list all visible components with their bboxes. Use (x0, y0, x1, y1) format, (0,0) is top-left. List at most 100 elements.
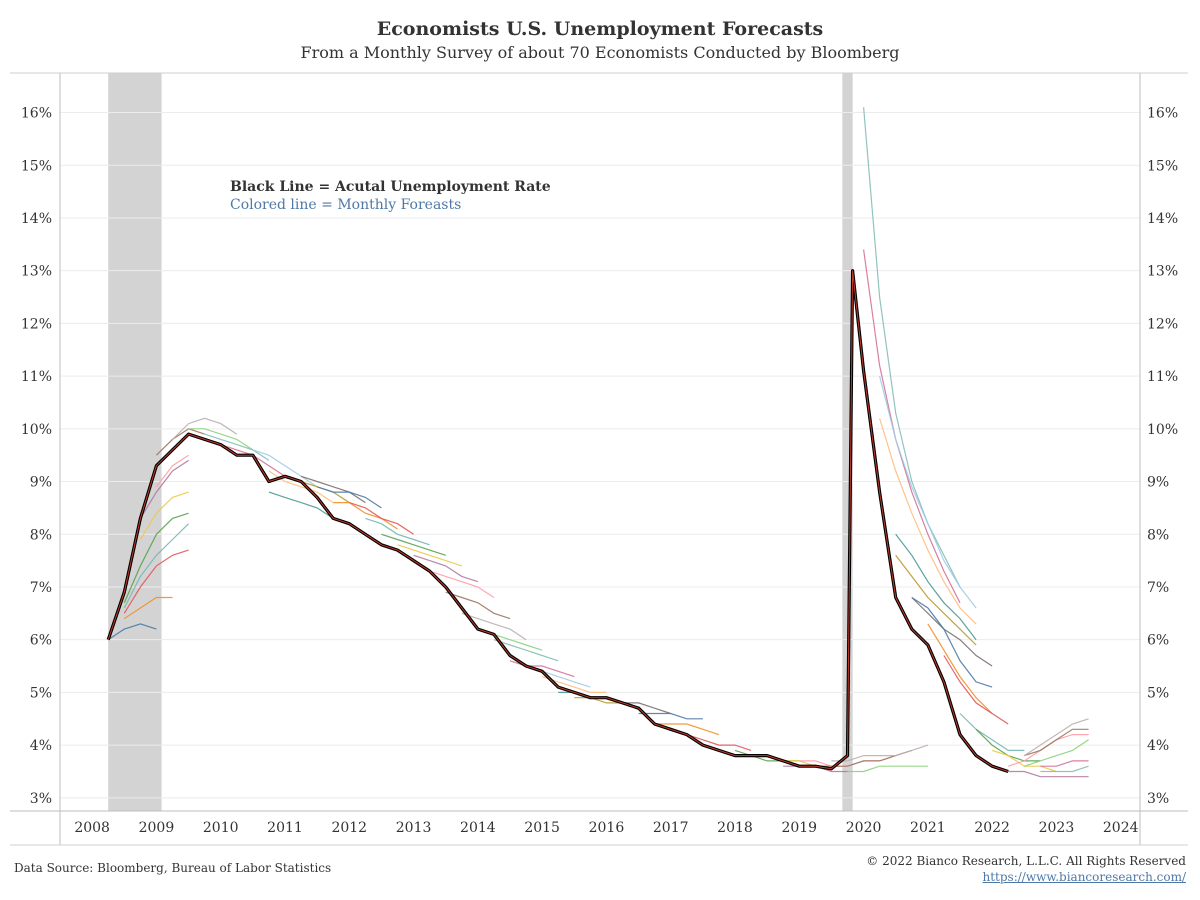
forecast-line-66 (1040, 760, 1089, 767)
x-tick-label: 2018 (717, 820, 753, 836)
y-tick-label-right: 15% (1147, 158, 1178, 174)
y-tick-label-right: 12% (1147, 316, 1178, 332)
y-tick-label-left: 4% (30, 738, 52, 754)
actual-unemployment-inner-line (107, 270, 1009, 772)
y-tick-label-right: 9% (1147, 475, 1169, 491)
y-tick-label-left: 5% (30, 685, 52, 701)
x-tick-label: 2011 (267, 820, 303, 836)
forecast-line-10 (188, 428, 254, 451)
forecast-line-9 (172, 417, 238, 440)
y-tick-label-left: 8% (30, 527, 52, 543)
forecast-line-11 (204, 433, 270, 461)
y-tick-label-right: 3% (1147, 791, 1169, 807)
legend-forecast-label: Colored line = Monthly Foreasts (230, 197, 461, 213)
y-tick-label-left: 12% (21, 316, 52, 332)
forecast-line-56 (943, 655, 1009, 725)
y-tick-label-left: 3% (30, 791, 52, 807)
y-tick-label-right: 4% (1147, 738, 1169, 754)
forecast-line-24 (413, 554, 479, 583)
y-tick-label-left: 9% (30, 475, 52, 491)
y-tick-label-right: 13% (1147, 264, 1178, 280)
forecast-line-18 (316, 486, 382, 509)
chart-title: Economists U.S. Unemployment Forecasts (376, 18, 824, 40)
x-tick-label: 2008 (74, 820, 110, 836)
forecast-line-2 (123, 549, 189, 614)
y-tick-label-right: 7% (1147, 580, 1169, 596)
forecast-line-17 (300, 475, 366, 504)
x-tick-label: 2009 (139, 820, 175, 836)
x-tick-label: 2016 (589, 820, 625, 836)
forecast-line-7 (155, 454, 189, 488)
y-tick-label-left: 15% (21, 158, 52, 174)
y-tick-label-left: 10% (21, 422, 52, 438)
forecast-line-29 (493, 639, 559, 662)
x-tick-label: 2021 (910, 820, 946, 836)
forecast-line-48 (863, 249, 961, 604)
y-tick-label-right: 14% (1147, 211, 1178, 227)
forecast-line-46 (847, 765, 928, 773)
y-tick-label-left: 16% (21, 106, 52, 122)
x-tick-label: 2024 (1103, 820, 1139, 836)
forecast-line-8 (155, 428, 205, 456)
legend-actual-label: Black Line = Acutal Unemployment Rate (230, 179, 551, 195)
x-tick-label: 2010 (203, 820, 239, 836)
y-tick-label-left: 7% (30, 580, 52, 596)
data-source-note: Data Source: Bloomberg, Bureau of Labor … (14, 861, 332, 875)
forecast-lines (107, 107, 1089, 778)
forecast-line-23 (397, 544, 462, 567)
y-tick-label-right: 8% (1147, 527, 1169, 543)
forecast-line-38 (686, 734, 752, 751)
forecast-line-37 (654, 723, 720, 736)
forecast-line-22 (381, 533, 446, 556)
forecast-line-15 (268, 491, 334, 519)
forecast-line-36 (638, 712, 703, 720)
y-tick-label-left: 11% (21, 369, 52, 385)
x-tick-label: 2015 (524, 820, 560, 836)
x-tick-label: 2020 (846, 820, 882, 836)
forecast-line-51 (895, 533, 977, 641)
forecast-line-60 (1008, 770, 1089, 778)
copyright-block: © 2022 Bianco Research, L.L.C. All Right… (866, 853, 1186, 885)
forecast-line-44 (815, 749, 912, 767)
forecast-line-0 (107, 623, 157, 641)
forecast-line-25 (429, 570, 495, 599)
forecast-line-54 (911, 596, 993, 688)
axes: 3% 3% 4% 4% 5% 5% 6% 6% 7% 7% 8% 8% 9% 9% 10% 10% 11% 11%… (10, 72, 1188, 846)
x-tick-label: 2017 (653, 820, 689, 836)
forecast-line-62 (1024, 728, 1089, 757)
recession-band-0 (108, 73, 162, 811)
forecast-line-47 (863, 107, 961, 588)
forecast-line-6 (139, 459, 189, 519)
forecast-line-63 (1023, 718, 1089, 757)
forecast-line-52 (895, 554, 977, 646)
y-tick-label-right: 11% (1147, 369, 1178, 385)
y-tick-label-right: 6% (1147, 633, 1169, 649)
y-tick-label-left: 14% (21, 211, 52, 227)
forecast-line-1 (123, 596, 173, 620)
forecast-line-5 (139, 491, 189, 540)
chart-subtitle: From a Monthly Survey of about 70 Econom… (300, 43, 900, 62)
x-tick-label: 2022 (974, 820, 1010, 836)
actual-unemployment-line (106, 269, 1009, 774)
forecast-line-27 (461, 612, 527, 641)
forecast-line-45 (831, 744, 929, 762)
forecast-line-3 (123, 523, 190, 609)
copyright-text: © 2022 Bianco Research, L.L.C. All Right… (866, 854, 1186, 868)
website-link[interactable]: https://www.biancoresearch.com/ (982, 870, 1186, 884)
forecast-line-55 (927, 623, 993, 714)
x-tick-label: 2019 (781, 820, 817, 836)
x-tick-label: 2023 (1039, 820, 1075, 836)
recession-band-1 (842, 73, 853, 811)
forecast-line-65 (1040, 765, 1089, 773)
forecast-line-21 (365, 517, 430, 546)
y-tick-label-right: 16% (1147, 106, 1178, 122)
actual-line (106, 269, 1009, 774)
x-tick-label: 2014 (460, 820, 496, 836)
forecast-line-49 (879, 375, 977, 609)
forecast-line-19 (333, 502, 398, 530)
x-tick-label: 2012 (331, 820, 367, 836)
forecast-line-26 (445, 591, 511, 620)
forecast-line-20 (349, 502, 414, 535)
y-tick-label-left: 6% (30, 633, 52, 649)
